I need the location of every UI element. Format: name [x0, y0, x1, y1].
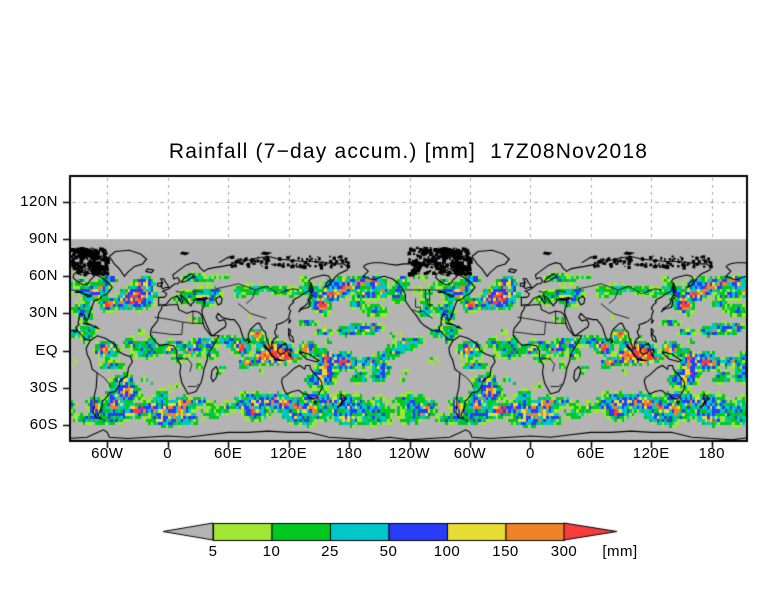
x-tick-label: 0	[163, 445, 173, 462]
y-tick-label: 120N	[20, 193, 58, 210]
x-tick-label: 180	[698, 445, 725, 462]
colorbar-units-label: [mm]	[602, 543, 638, 560]
colorbar-tick-label: 50	[379, 543, 398, 560]
colorbar-tick-label: 100	[433, 543, 461, 560]
x-tick-label: 180	[335, 445, 363, 462]
chart-title: Rainfall (7−day accum.) [mm] 17Z08Nov201…	[168, 140, 649, 163]
y-tick-label: 30N	[28, 304, 58, 322]
x-tick-label: 60E	[576, 445, 605, 462]
x-tick-label: 120E	[270, 445, 308, 462]
colorbar-tick-label: 300	[550, 543, 578, 560]
x-tick-label: 60W	[453, 445, 487, 462]
y-tick-label: 60N	[28, 267, 58, 285]
x-tick-label: 60E	[214, 445, 243, 462]
x-tick-label: 60W	[91, 445, 124, 462]
colorbar-tick-label: 150	[492, 543, 519, 560]
y-tick-label: EQ	[35, 341, 58, 359]
colorbar-tick-label: 10	[262, 543, 281, 560]
x-tick-label: 120E	[632, 445, 670, 462]
colorbar-tick-label: 25	[321, 543, 339, 560]
x-tick-label: 120W	[388, 445, 431, 462]
x-tick-label: 0	[525, 445, 535, 462]
y-tick-label: 30S	[29, 378, 58, 396]
y-tick-label: 60S	[29, 415, 58, 433]
colorbar-tick-label: 5	[208, 543, 218, 560]
y-tick-label: 90N	[28, 230, 58, 248]
